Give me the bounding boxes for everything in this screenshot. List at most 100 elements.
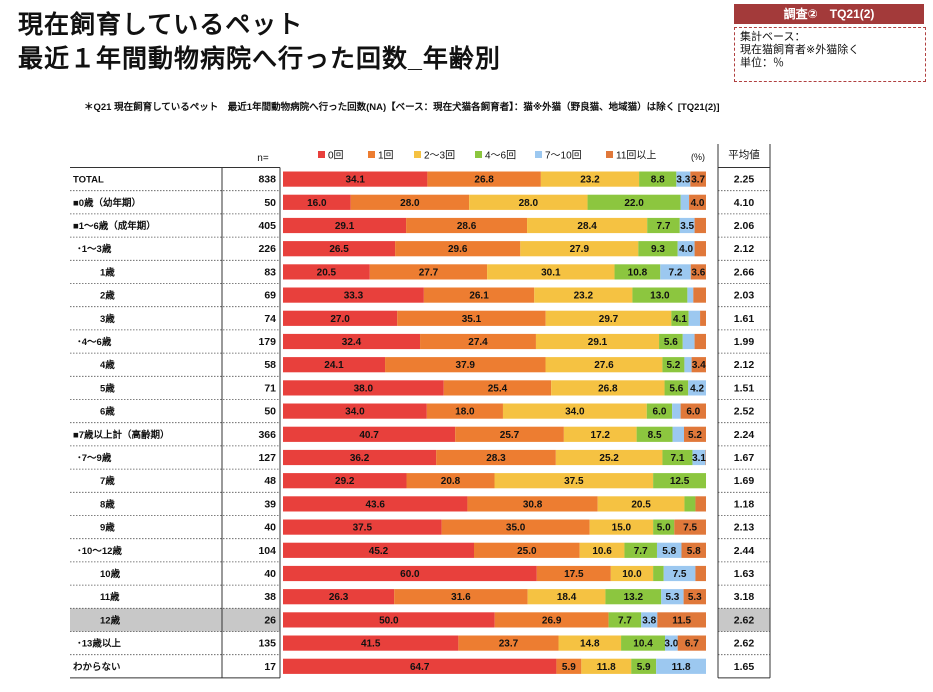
bar-value-label: 41.5 [361,639,381,650]
bar-segment [659,333,683,350]
row-label: ■1〜6歳（成年期） [73,220,156,232]
bar-value-label: 25.4 [488,383,508,394]
bar-segment [693,287,706,303]
bar-segment [427,171,541,187]
bar-value-label: 34.0 [565,407,585,418]
bar-segment [443,380,552,396]
bar-segment [406,217,528,234]
bar-segment [423,287,535,303]
bar-value-label: 3.3 [676,175,690,186]
bar-segment [441,519,590,535]
bar-value-label: 27.4 [468,337,488,348]
bar-segment [587,194,681,210]
row-n-value: 74 [264,313,276,325]
bar-segment [283,310,398,326]
bar-segment [283,473,407,489]
bar-value-label: 7.1 [670,453,684,464]
bar-segment [487,264,615,280]
bar-value-label: 28.0 [519,198,539,209]
bar-value-label: 8.5 [648,430,662,441]
row-average-value: 3.18 [734,591,755,603]
bar-value-label: 20.5 [317,267,337,278]
bar-value-label: 3.6 [691,267,705,278]
row-label: ･7〜9歳 [77,452,112,464]
bar-segment [688,310,701,326]
bar-segment [283,565,537,582]
legend-swatch [318,151,325,158]
bar-segment [283,357,386,373]
bar-segment [683,589,706,605]
bar-value-label: 11.8 [597,662,616,673]
page-title: 現在飼育しているペット 最近１年間動物病院へ行った回数_年齢別 [18,8,501,76]
question-note: ＊Q21 現在飼育しているペット 最近1年間動物病院へ行った回数(NA)【ベース… [84,102,720,113]
bar-value-label: 26.8 [598,383,618,394]
row-average-value: 1.18 [734,498,755,510]
bar-value-label: 18.0 [455,407,475,418]
avg-highlight [718,608,770,632]
row-n-value: 40 [264,522,276,534]
row-label: 9歳 [100,522,115,534]
bar-value-label: 14.8 [580,639,600,650]
bar-value-label: 6.0 [686,407,700,418]
bar-segment [545,310,672,326]
row-label: わからない [73,662,121,673]
row-average-value: 1.99 [734,336,755,348]
row-average-value: 4.10 [734,197,755,209]
bar-segment [283,403,427,419]
row-average-value: 2.13 [734,522,755,534]
bar-value-label: 28.4 [577,221,597,232]
bar-segment [527,589,606,605]
bar-value-label: 5.0 [657,523,671,534]
bar-segment [283,519,442,535]
row-average-value: 1.61 [734,313,755,325]
bar-value-label: 34.0 [345,407,365,418]
bar-segment [608,612,642,628]
bar-segment [687,287,694,303]
bar-segment [605,589,662,605]
bar-value-label: 4.1 [673,314,687,325]
legend-swatch [606,151,613,158]
bar-segment [474,542,580,558]
row-n-value: 135 [258,638,276,650]
bar-value-label: 29.2 [335,476,355,487]
bar-segment [631,658,657,674]
bar-value-label: 26.5 [329,244,349,255]
bar-segment [638,241,678,257]
bar-segment [662,357,685,373]
bar-segment [283,612,495,628]
row-n-value: 405 [258,220,276,232]
bar-value-label: 37.9 [456,360,476,371]
row-label: 3歳 [100,313,115,325]
bar-segment [676,171,691,187]
bar-segment [426,403,503,419]
bar-segment [589,519,654,535]
bar-value-label: 7.5 [683,523,697,534]
bar-segment [420,333,536,350]
bar-value-label: 34.1 [345,175,365,186]
row-label: 5歳 [100,382,115,394]
bar-value-label: 11.5 [672,615,691,626]
legend-swatch [475,151,482,158]
bar-segment [406,473,495,489]
row-n-value: 366 [258,429,276,441]
bar-segment [695,565,706,582]
bar-segment [656,658,706,674]
bar-segment [385,357,546,373]
bar-value-label: 5.2 [666,360,680,371]
row-label: 12歳 [100,614,121,626]
bar-value-label: 32.4 [342,337,362,348]
bar-value-label: 23.2 [574,291,594,302]
info-base-label: 集計ベース： [740,31,806,43]
bar-value-label: 10.6 [592,546,612,557]
bar-value-label: 43.6 [365,499,385,510]
bar-value-label: 29.7 [599,314,619,325]
bar-value-label: 3.4 [692,360,706,371]
row-average-value: 2.25 [734,174,755,186]
bar-value-label: 5.8 [687,546,701,557]
bar-segment [646,403,673,419]
bar-value-label: 20.5 [631,499,651,510]
bar-segment [680,194,690,210]
bar-segment [694,241,706,257]
bar-segment [397,310,546,326]
bar-value-label: 25.7 [500,430,520,441]
